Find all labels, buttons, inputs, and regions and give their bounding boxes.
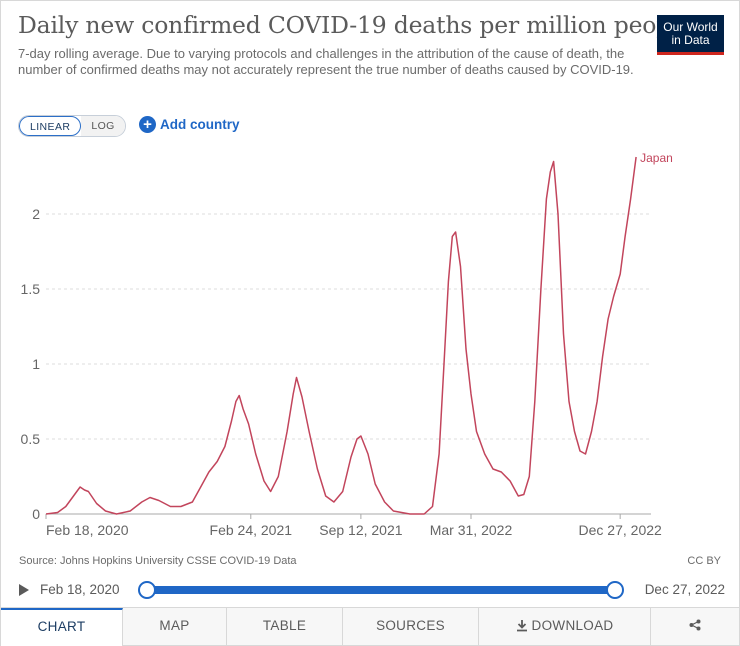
tab-bar: CHART MAP TABLE SOURCES DOWNLOAD (1, 607, 739, 646)
y-tick-label: 0.5 (21, 431, 41, 447)
y-tick-label: 0 (32, 506, 40, 522)
timeline: Feb 18, 2020 Dec 27, 2022 (19, 579, 725, 601)
tab-map[interactable]: MAP (123, 608, 227, 646)
series-layer: Japan (45, 151, 673, 515)
share-icon (689, 619, 701, 631)
y-axis: 0 0.5 1 1.5 2 (21, 206, 41, 522)
grid-layer (46, 213, 651, 515)
tab-download[interactable]: DOWNLOAD (479, 608, 651, 646)
series-label[interactable]: Japan (640, 151, 673, 165)
y-tick-label: 1 (32, 356, 40, 372)
download-icon (516, 620, 527, 632)
x-tick-label: Sep 12, 2021 (319, 522, 403, 538)
tab-share[interactable] (651, 608, 739, 646)
add-country-button[interactable]: + Add country (139, 116, 240, 133)
x-tick-label: Dec 27, 2022 (579, 522, 662, 538)
tab-download-label: DOWNLOAD (531, 618, 614, 633)
x-tick-label: Feb 24, 2021 (210, 522, 293, 538)
linear-scale-button[interactable]: LINEAR (19, 116, 82, 136)
log-scale-button[interactable]: LOG (81, 116, 125, 136)
timeline-track[interactable] (147, 586, 615, 594)
timeline-end-handle[interactable] (606, 581, 624, 599)
tab-sources[interactable]: SOURCES (343, 608, 479, 646)
plus-icon: + (139, 116, 156, 133)
series-line-japan[interactable] (45, 156, 637, 515)
y-tick-label: 1.5 (21, 281, 41, 297)
play-icon[interactable] (19, 584, 29, 596)
timeline-end-label: Dec 27, 2022 (644, 582, 725, 597)
add-country-label: Add country (160, 117, 240, 132)
scale-toggle: LINEAR LOG (18, 115, 126, 137)
owid-logo[interactable]: Our World in Data (657, 15, 724, 55)
line-chart: 0 0.5 1 1.5 2 Feb 18, 2020 Feb 24, 2021 Sep 12… (21, 151, 673, 538)
tab-table[interactable]: TABLE (227, 608, 343, 646)
x-tick-label: Feb 18, 2020 (46, 522, 129, 538)
timeline-start-handle[interactable] (138, 581, 156, 599)
x-tick-label: Mar 31, 2022 (430, 522, 513, 538)
license-label[interactable]: CC BY (687, 555, 721, 567)
timeline-start-label: Feb 18, 2020 (40, 582, 120, 597)
chart-title: Daily new confirmed COVID-19 deaths per … (18, 11, 693, 39)
x-axis: Feb 18, 2020 Feb 24, 2021 Sep 12, 2021 Mar … (45, 514, 662, 538)
y-tick-label: 2 (32, 206, 40, 222)
logo-line-1: Our World (663, 20, 718, 34)
chart-subtitle: 7-day rolling average. Due to varying pr… (18, 46, 634, 77)
logo-line-2: in Data (671, 33, 710, 47)
source-note[interactable]: Source: Johns Hopkins University CSSE CO… (19, 555, 297, 567)
tab-chart[interactable]: CHART (1, 608, 123, 646)
